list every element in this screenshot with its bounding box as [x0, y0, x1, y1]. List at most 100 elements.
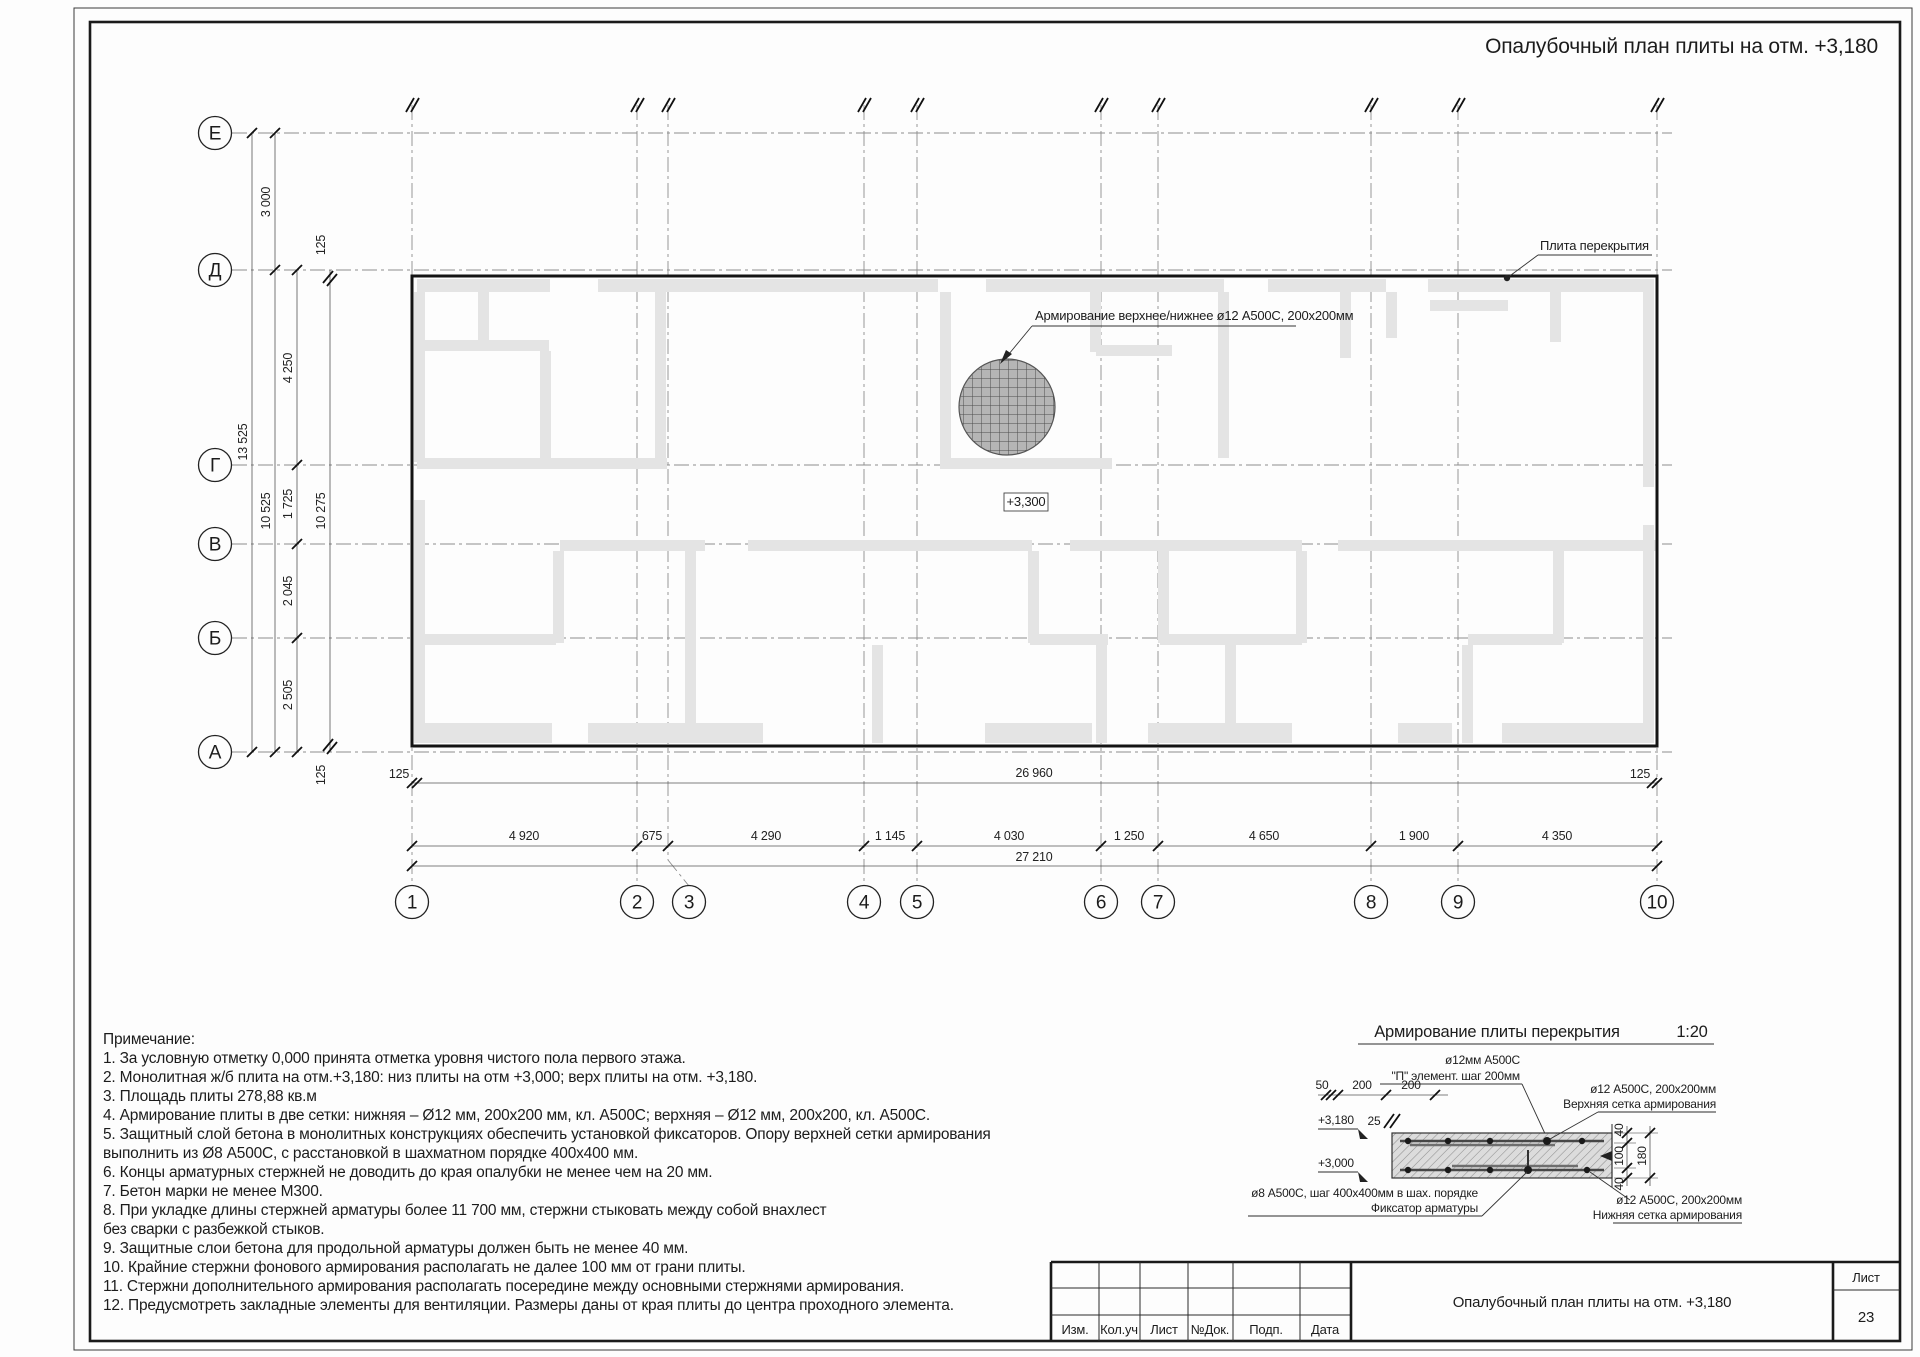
tb-sheet-label: Лист: [1852, 1270, 1880, 1285]
tb-col-list: Лист: [1150, 1322, 1178, 1337]
axis-bubbles-bottom: 1 2 3 4 5 6 7 8 9 10: [394, 884, 1675, 920]
dim-125-top: 125: [314, 235, 328, 256]
axis-label-E: Е: [209, 124, 221, 145]
detail-ann-p-element: "П" элемент. шаг 200мм: [1391, 1069, 1520, 1083]
detail-level-3180: +3,180: [1318, 1113, 1354, 1127]
note-line: 3. Площадь плиты 278,88 кв.м: [103, 1088, 317, 1105]
tb-col-podp: Подп.: [1249, 1322, 1283, 1337]
dim-125-bottom: 125: [314, 765, 328, 786]
dim-675: 675: [642, 829, 663, 843]
axis-label-9: 9: [1453, 893, 1463, 914]
detail-scale: 1:20: [1676, 1023, 1707, 1041]
axis-label-7: 7: [1153, 893, 1163, 914]
axis-grid: [232, 97, 1672, 887]
axis-label-10: 10: [1647, 893, 1668, 914]
leader-arrowhead: [1000, 350, 1012, 364]
dim-4290: 4 290: [751, 829, 782, 843]
leader-dot: [1503, 274, 1511, 282]
note-line: 4. Армирование плиты в две сетки: нижняя…: [103, 1107, 930, 1124]
detail-ann-d12: ø12мм А500С: [1445, 1053, 1521, 1067]
detail-ann-fixator-2: Фиксатор арматуры: [1371, 1201, 1478, 1215]
dim-125-right: 125: [1630, 767, 1651, 781]
note-line: 10. Крайние стержни фонового армирования…: [103, 1259, 745, 1276]
dim-4920: 4 920: [509, 829, 540, 843]
detail-section: Армирование плиты перекрытия 1:20 ø12мм …: [1248, 1023, 1742, 1224]
note-line: 8. При укладке длины стержней арматуры б…: [103, 1202, 827, 1219]
note-line: 9. Защитные слои бетона для продольной а…: [103, 1240, 688, 1257]
dim-2045: 2 045: [281, 576, 295, 607]
dimensions-bottom: 125 26 960 125 4 920 675 4 290 1 145 4 0…: [389, 766, 1663, 872]
detail-dim-40b: 40: [1612, 1177, 1626, 1190]
tb-col-data: Дата: [1311, 1322, 1340, 1337]
detail-ann-bottom-mesh-1: ø12 А500С, 200х200мм: [1616, 1193, 1742, 1207]
note-line: 12. Предусмотреть закладные элементы для…: [103, 1297, 954, 1314]
tb-doc-title: Опалубочный план плиты на отм. +3,180: [1453, 1294, 1732, 1311]
slab-annotation: Плита перекрытия: [1540, 238, 1649, 253]
axis-label-G: Г: [210, 456, 220, 477]
sheet-title: Опалубочный план плиты на отм. +3,180: [1485, 35, 1878, 58]
axis-break-marks: [405, 97, 1665, 113]
tb-col-izm: Изм.: [1061, 1322, 1088, 1337]
note-line: выполнить из Ø8 А500С, с расстановкой в …: [103, 1145, 638, 1162]
axis-label-1: 1: [407, 893, 417, 914]
axis-label-6: 6: [1096, 893, 1106, 914]
dim-4650: 4 650: [1249, 829, 1280, 843]
detail-ann-fixator-1: ø8 А500С, шаг 400х400мм в шах. порядке: [1251, 1186, 1478, 1200]
detail-dim-180: 180: [1635, 1146, 1649, 1166]
dim-26960: 26 960: [1015, 766, 1052, 780]
sheet-frame: [73, 7, 1913, 1351]
dim-4250: 4 250: [281, 353, 295, 384]
dim-1900: 1 900: [1399, 829, 1430, 843]
note-line: 1. За условную отметку 0,000 принята отм…: [103, 1050, 686, 1067]
notes-title: Примечание:: [103, 1031, 195, 1048]
detail-dim-200a: 200: [1352, 1078, 1372, 1092]
dim-27210: 27 210: [1015, 850, 1052, 864]
axis-label-5: 5: [912, 893, 922, 914]
dim-4350: 4 350: [1542, 829, 1573, 843]
dim-3000: 3 000: [259, 187, 273, 218]
dim-2505: 2 505: [281, 680, 295, 711]
axis-label-B: Б: [209, 629, 221, 650]
axis-bubbles-left: Е Д Г В Б А: [197, 115, 233, 770]
note-line: 7. Бетон марки не менее М300.: [103, 1183, 323, 1200]
dim-1725: 1 725: [281, 489, 295, 520]
notes-block: Примечание: 1. За условную отметку 0,000…: [103, 1031, 991, 1314]
detail-dim-40a: 40: [1612, 1123, 1626, 1136]
axis-label-A: А: [209, 743, 222, 764]
detail-level-3000: +3,000: [1318, 1156, 1354, 1170]
dim-13525: 13 525: [236, 423, 250, 460]
mesh-detail-circle: [958, 358, 1056, 456]
title-block: Изм. Кол.уч Лист №Док. Подп. Дата Опалуб…: [1049, 1260, 1900, 1341]
dim-10525: 10 525: [259, 492, 273, 529]
level-mark-3300: +3,300: [1007, 494, 1046, 509]
note-line: без сварки с разбежкой стыков.: [103, 1221, 324, 1238]
dim-4030: 4 030: [994, 829, 1025, 843]
note-line: 11. Стержни дополнительного армирования …: [103, 1278, 904, 1295]
detail-dim-50: 50: [1316, 1078, 1329, 1092]
detail-dim-100: 100: [1612, 1146, 1626, 1166]
axis-label-D: Д: [209, 261, 222, 282]
dim-1145: 1 145: [875, 829, 906, 843]
detail-ann-top-mesh-2: Верхняя сетка армирования: [1563, 1097, 1716, 1111]
tb-col-ndok: №Док.: [1191, 1322, 1229, 1337]
axis-label-4: 4: [859, 893, 870, 914]
tb-sheet-number: 23: [1858, 1309, 1874, 1326]
axis-label-3: 3: [684, 893, 694, 914]
walls-under-slab: [414, 279, 1656, 743]
detail-title: Армирование плиты перекрытия: [1374, 1023, 1620, 1041]
detail-ann-top-mesh-1: ø12 А500С, 200х200мм: [1590, 1082, 1716, 1096]
plan-annotations: Армирование верхнее/нижнее ø12 А500С, 20…: [958, 238, 1652, 512]
detail-dim-200b: 200: [1401, 1078, 1421, 1092]
note-line: 2. Монолитная ж/б плита на отм.+3,180: н…: [103, 1069, 757, 1086]
detail-ann-bottom-mesh-2: Нижняя сетка армирования: [1593, 1208, 1742, 1222]
dim-125-left: 125: [389, 767, 410, 781]
note-line: 5. Защитный слой бетона в монолитных кон…: [103, 1126, 991, 1143]
note-line: 6. Концы арматурных стержней не доводить…: [103, 1164, 712, 1181]
axis-label-2: 2: [632, 893, 642, 914]
axis-label-V: В: [209, 535, 221, 556]
rebar-annotation: Армирование верхнее/нижнее ø12 А500С, 20…: [1035, 308, 1354, 323]
dim-1250: 1 250: [1114, 829, 1145, 843]
detail-dim-25: 25: [1368, 1114, 1381, 1128]
